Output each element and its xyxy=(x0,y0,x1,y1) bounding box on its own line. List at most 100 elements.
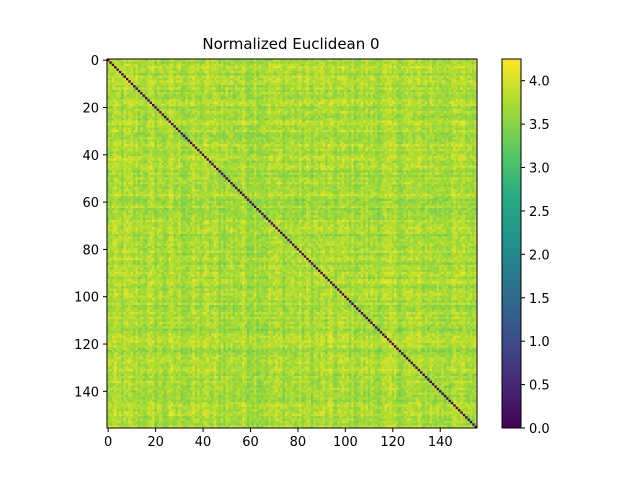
heatmap-cell xyxy=(126,102,129,105)
heatmap-cell xyxy=(363,68,366,71)
heatmap-cell xyxy=(304,80,307,83)
heatmap-cell xyxy=(318,64,321,67)
heatmap-cell xyxy=(304,85,307,88)
heatmap-cell xyxy=(154,106,157,109)
heatmap-cell xyxy=(361,106,364,109)
heatmap-cell xyxy=(468,68,471,71)
heatmap-cell xyxy=(432,109,435,112)
heatmap-cell xyxy=(178,73,181,76)
heatmap-cell xyxy=(434,104,437,107)
heatmap-cell xyxy=(216,113,219,116)
heatmap-cell xyxy=(472,64,475,67)
heatmap-cell xyxy=(221,111,224,114)
heatmap-cell xyxy=(406,121,409,124)
heatmap-cell xyxy=(121,106,124,109)
heatmap-cell xyxy=(380,111,383,114)
heatmap-cell xyxy=(211,94,214,97)
heatmap-cell xyxy=(240,80,243,83)
heatmap-cell xyxy=(470,94,473,97)
heatmap-cell xyxy=(370,123,373,126)
heatmap-cell xyxy=(328,80,331,83)
heatmap-cell xyxy=(162,109,165,112)
heatmap-cell xyxy=(154,102,157,105)
heatmap-cell xyxy=(133,128,136,131)
heatmap-cell xyxy=(427,97,430,100)
heatmap-cell xyxy=(332,66,335,69)
heatmap-cell xyxy=(223,73,226,76)
heatmap-cell xyxy=(116,68,119,71)
heatmap-cell xyxy=(207,78,210,81)
heatmap-cell xyxy=(306,87,309,90)
heatmap-cell xyxy=(245,123,248,126)
heatmap-cell xyxy=(197,102,200,105)
heatmap-cell xyxy=(292,68,295,71)
heatmap-cell xyxy=(422,123,425,126)
heatmap-cell xyxy=(109,61,112,64)
heatmap-cell xyxy=(266,83,269,86)
heatmap-cell xyxy=(242,132,245,135)
heatmap-cell xyxy=(403,130,406,133)
heatmap-cell xyxy=(237,116,240,119)
heatmap-cell xyxy=(292,128,295,131)
heatmap-cell xyxy=(394,90,397,93)
heatmap-cell xyxy=(470,132,473,135)
heatmap-cell xyxy=(230,61,233,64)
heatmap-cell xyxy=(382,102,385,105)
heatmap-cell xyxy=(411,102,414,105)
heatmap-cell xyxy=(119,64,122,67)
heatmap-cell xyxy=(181,64,184,67)
heatmap-cell xyxy=(320,90,323,93)
heatmap-cell xyxy=(245,128,248,131)
heatmap-cell xyxy=(373,87,376,90)
heatmap-cell xyxy=(335,104,338,107)
heatmap-cell xyxy=(124,111,127,114)
heatmap-cell xyxy=(230,64,233,67)
heatmap-cell xyxy=(373,111,376,114)
heatmap-cell xyxy=(401,123,404,126)
heatmap-cell xyxy=(460,78,463,81)
heatmap-cell xyxy=(456,125,459,128)
heatmap-cell xyxy=(422,125,425,128)
heatmap-cell xyxy=(441,83,444,86)
heatmap-cell xyxy=(209,121,212,124)
heatmap-cell xyxy=(204,78,207,81)
heatmap-cell xyxy=(249,71,252,74)
heatmap-cell xyxy=(173,85,176,88)
heatmap-cell xyxy=(422,73,425,76)
heatmap-cell xyxy=(183,130,186,133)
heatmap-cell xyxy=(385,128,388,131)
heatmap-cell xyxy=(458,106,461,109)
heatmap-cell xyxy=(204,113,207,116)
heatmap-cell xyxy=(192,111,195,114)
heatmap-cell xyxy=(313,102,316,105)
heatmap-cell xyxy=(133,76,136,79)
heatmap-cell xyxy=(138,118,141,121)
heatmap-cell xyxy=(460,121,463,124)
heatmap-cell xyxy=(147,113,150,116)
heatmap-cell xyxy=(275,97,278,100)
heatmap-cell xyxy=(230,128,233,131)
heatmap-cell xyxy=(176,99,179,102)
heatmap-cell xyxy=(240,111,243,114)
heatmap-cell xyxy=(112,104,115,107)
heatmap-cell xyxy=(207,80,210,83)
heatmap-cell xyxy=(420,76,423,79)
heatmap-cell xyxy=(413,97,416,100)
heatmap-cell xyxy=(366,99,369,102)
heatmap-cell xyxy=(328,113,331,116)
heatmap-cell xyxy=(135,123,138,126)
heatmap-cell xyxy=(392,68,395,71)
heatmap-cell xyxy=(147,104,150,107)
heatmap-cell xyxy=(375,92,378,95)
heatmap-cell xyxy=(273,113,276,116)
heatmap-cell xyxy=(116,106,119,109)
heatmap-cell xyxy=(114,104,117,107)
heatmap-cell xyxy=(415,102,418,105)
heatmap-cell xyxy=(171,125,174,128)
heatmap-cell xyxy=(370,121,373,124)
heatmap-cell xyxy=(420,64,423,67)
heatmap-cell xyxy=(176,64,179,67)
heatmap-cell xyxy=(420,130,423,133)
heatmap-cell xyxy=(266,121,269,124)
heatmap-cell xyxy=(366,94,369,97)
